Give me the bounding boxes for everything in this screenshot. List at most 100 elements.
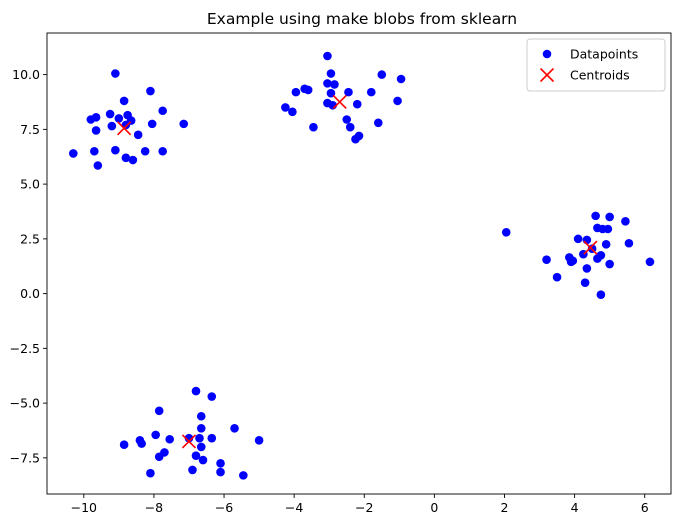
- datapoint-marker: [323, 51, 332, 61]
- datapoint-marker: [624, 238, 634, 248]
- datapoint-marker: [207, 433, 217, 443]
- datapoint-marker: [196, 442, 206, 452]
- legend-x-stroke: [539, 67, 555, 83]
- x-tick-label: −8: [145, 500, 163, 515]
- datapoint-marker: [119, 440, 129, 450]
- datapoint-marker: [165, 434, 174, 444]
- y-tick-label: −5.0: [10, 396, 40, 411]
- centroid-stroke: [332, 94, 347, 110]
- datapoint-marker: [191, 451, 201, 460]
- datapoint-marker: [86, 115, 96, 124]
- datapoint-marker: [542, 255, 551, 264]
- datapoint-marker: [188, 465, 197, 475]
- centroid-marker: [583, 240, 598, 255]
- centroid-stroke: [117, 121, 132, 136]
- x-tick-label: −4: [285, 500, 303, 515]
- datapoint-marker: [121, 153, 131, 163]
- datapoint-marker: [323, 79, 332, 88]
- datapoint-marker: [111, 69, 120, 78]
- datapoint-marker: [281, 103, 290, 112]
- chart-title: Example using make blobs from sklearn: [207, 10, 517, 28]
- datapoint-marker: [140, 146, 150, 156]
- datapoint-marker: [119, 96, 129, 106]
- centroid-marker: [117, 121, 132, 136]
- centroid-marker: [332, 94, 347, 110]
- datapoint-marker: [330, 80, 339, 89]
- datapoint-marker: [90, 146, 99, 156]
- legend-label: Datapoints: [570, 47, 638, 62]
- datapoint-marker: [196, 423, 206, 433]
- datapoint-marker: [342, 115, 352, 124]
- x-tick-label: −6: [215, 500, 233, 515]
- datapoint-marker: [239, 471, 248, 480]
- datapoint-marker: [216, 467, 225, 477]
- datapoint-marker: [158, 146, 167, 156]
- datapoint-marker: [582, 235, 592, 245]
- datapoint-marker: [345, 122, 355, 132]
- legend-box: [526, 38, 666, 92]
- datapoint-marker: [591, 211, 600, 221]
- datapoint-marker: [601, 240, 611, 249]
- y-tick-label: 7.5: [20, 122, 40, 137]
- datapoint-marker: [645, 257, 655, 267]
- datapoint-marker: [373, 118, 383, 128]
- datapoint-marker: [326, 69, 336, 78]
- datapoint-marker: [68, 149, 78, 158]
- datapoint-marker: [580, 278, 590, 287]
- legend: Datapoints Centroids: [526, 38, 666, 92]
- datapoint-marker: [147, 119, 157, 129]
- datapoint-marker: [596, 290, 606, 300]
- datapoint-marker: [158, 106, 167, 116]
- datapoint-marker: [351, 134, 360, 144]
- legend-label: Centroids: [570, 68, 630, 83]
- x-tick-label: 4: [571, 500, 579, 515]
- datapoint-marker: [105, 109, 115, 119]
- datapoint-marker: [593, 254, 602, 263]
- datapoint-marker: [393, 96, 402, 106]
- datapoint-marker: [114, 114, 124, 123]
- datapoint-marker: [366, 87, 376, 97]
- datapoint-marker: [573, 234, 583, 244]
- datapoint-marker: [254, 436, 264, 445]
- y-tick-label: 2.5: [20, 231, 40, 246]
- centroid-marker: [181, 434, 197, 449]
- datapoint-marker: [605, 259, 614, 269]
- y-tick-label: 10.0: [12, 67, 40, 82]
- datapoint-marker: [137, 439, 146, 448]
- y-tick-label: 0.0: [20, 286, 40, 301]
- datapoint-marker: [621, 217, 630, 226]
- datapoint-marker: [230, 423, 239, 433]
- datapoint-marker: [198, 455, 208, 465]
- datapoint-marker: [179, 119, 189, 129]
- datapoint-marker: [154, 452, 164, 462]
- datapoint-marker: [207, 392, 217, 401]
- datapoint-marker: [93, 161, 103, 170]
- datapoint-marker: [146, 468, 155, 478]
- datapoint-marker: [377, 70, 387, 79]
- x-tick-label: 0: [430, 500, 438, 515]
- datapoint-marker: [566, 257, 576, 267]
- datapoint-marker: [326, 88, 336, 98]
- datapoint-marker: [603, 224, 613, 234]
- datapoint-marker: [196, 411, 206, 421]
- datapoint-marker: [309, 122, 318, 132]
- datapoint-marker: [605, 212, 614, 222]
- plot-frame: [46, 32, 672, 495]
- x-tick-label: −10: [71, 500, 97, 515]
- y-tick-label: −7.5: [10, 450, 40, 465]
- datapoint-marker: [216, 459, 225, 468]
- centroid-stroke: [583, 240, 598, 255]
- datapoint-marker: [111, 145, 120, 155]
- x-tick-label: −2: [355, 500, 373, 515]
- datapoint-marker: [91, 126, 101, 135]
- datapoint-marker: [133, 130, 143, 140]
- datapoint-marker: [288, 107, 297, 117]
- legend-centroids-swatch: [539, 67, 555, 83]
- datapoint-marker: [501, 227, 511, 237]
- datapoint-marker: [154, 406, 164, 416]
- datapoint-marker: [396, 74, 406, 84]
- x-tick-label: 2: [501, 500, 509, 515]
- datapoint-marker: [146, 86, 155, 96]
- centroid-stroke: [181, 434, 197, 449]
